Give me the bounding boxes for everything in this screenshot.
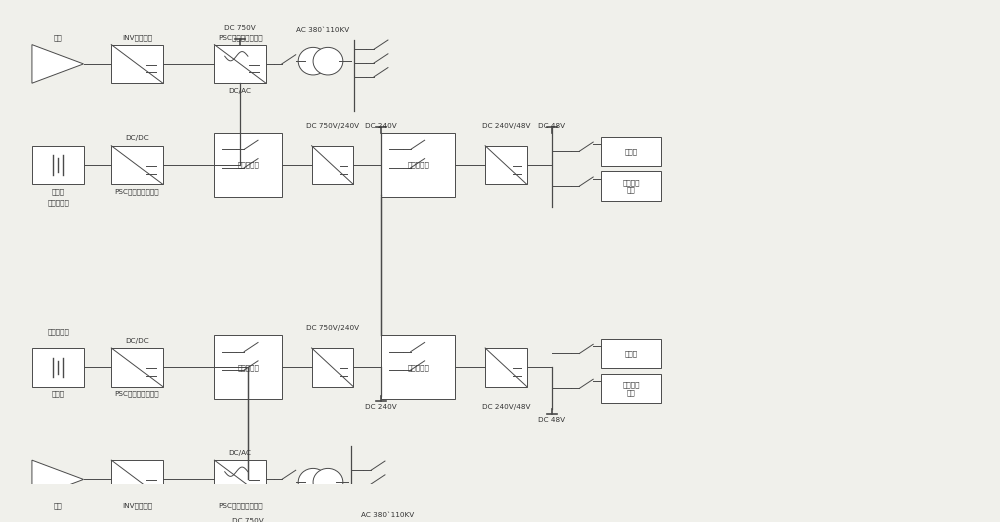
Bar	[214, 44, 266, 83]
Text: 直流配电柜: 直流配电柜	[237, 162, 259, 169]
Text: 第一路电源: 第一路电源	[48, 199, 70, 206]
Text: 直流配电柜: 直流配电柜	[237, 364, 259, 371]
Text: PSC（储能变流器）: PSC（储能变流器）	[218, 34, 262, 41]
Bar	[214, 335, 282, 399]
Bar	[312, 146, 353, 184]
Bar	[601, 374, 661, 403]
Bar	[111, 460, 163, 499]
Text: 各种直流
负荷: 各种直流 负荷	[622, 381, 640, 396]
Text: 服务器: 服务器	[624, 350, 637, 357]
Text: DC 750V/240V: DC 750V/240V	[306, 325, 359, 331]
Text: DC 240V: DC 240V	[365, 404, 397, 410]
Circle shape	[313, 468, 343, 496]
Bar	[32, 348, 84, 387]
Text: 光伏: 光伏	[53, 34, 62, 41]
Bar	[111, 146, 163, 184]
Text: DC/DC: DC/DC	[125, 338, 149, 343]
Text: DC 240V/48V: DC 240V/48V	[482, 404, 530, 410]
Text: DC 750V: DC 750V	[224, 25, 256, 31]
Text: PSC（储能变流器）: PSC（储能变流器）	[115, 188, 159, 195]
Polygon shape	[32, 460, 84, 499]
Bar	[381, 335, 455, 399]
Text: 第二路电源: 第二路电源	[48, 328, 70, 335]
Text: 直流列头柜: 直流列头柜	[407, 162, 429, 169]
Text: DC/DC: DC/DC	[125, 135, 149, 141]
Bar	[111, 44, 163, 83]
Text: DC 240V/48V: DC 240V/48V	[482, 123, 530, 128]
Bar	[214, 133, 282, 197]
Bar	[32, 146, 84, 184]
Bar	[485, 348, 527, 387]
Text: DC 48V: DC 48V	[538, 123, 565, 128]
Circle shape	[298, 468, 328, 496]
Text: DC/AC: DC/AC	[229, 88, 252, 93]
Text: DC 240V: DC 240V	[365, 123, 397, 128]
Text: DC/AC: DC/AC	[229, 450, 252, 456]
Circle shape	[313, 48, 343, 75]
Text: 光伏: 光伏	[53, 503, 62, 509]
Text: 直流列头柜: 直流列头柜	[407, 364, 429, 371]
Text: 服务器: 服务器	[624, 148, 637, 155]
Text: 蓄电池: 蓄电池	[51, 390, 64, 397]
Text: PSC（储能变流器）: PSC（储能变流器）	[115, 390, 159, 397]
Text: DC 48V: DC 48V	[538, 417, 565, 423]
Bar	[381, 133, 455, 197]
Text: PSC（储能变流器）: PSC（储能变流器）	[218, 503, 262, 509]
Bar	[312, 348, 353, 387]
Text: AC 380`110KV: AC 380`110KV	[361, 512, 414, 518]
Bar	[601, 137, 661, 166]
Bar	[485, 146, 527, 184]
Text: DC 750V/240V: DC 750V/240V	[306, 123, 359, 128]
Text: INV（逆变）: INV（逆变）	[122, 34, 152, 41]
Bar	[601, 339, 661, 368]
Bar	[111, 348, 163, 387]
Text: INV（逆变）: INV（逆变）	[122, 503, 152, 509]
Text: 蓄电池: 蓄电池	[51, 188, 64, 195]
Text: 各种直流
负荷: 各种直流 负荷	[622, 179, 640, 193]
Bar	[214, 460, 266, 499]
Text: DC 750V: DC 750V	[232, 518, 264, 522]
Polygon shape	[32, 44, 84, 83]
Bar	[601, 171, 661, 201]
Text: AC 380`110KV: AC 380`110KV	[296, 27, 349, 33]
Circle shape	[298, 48, 328, 75]
